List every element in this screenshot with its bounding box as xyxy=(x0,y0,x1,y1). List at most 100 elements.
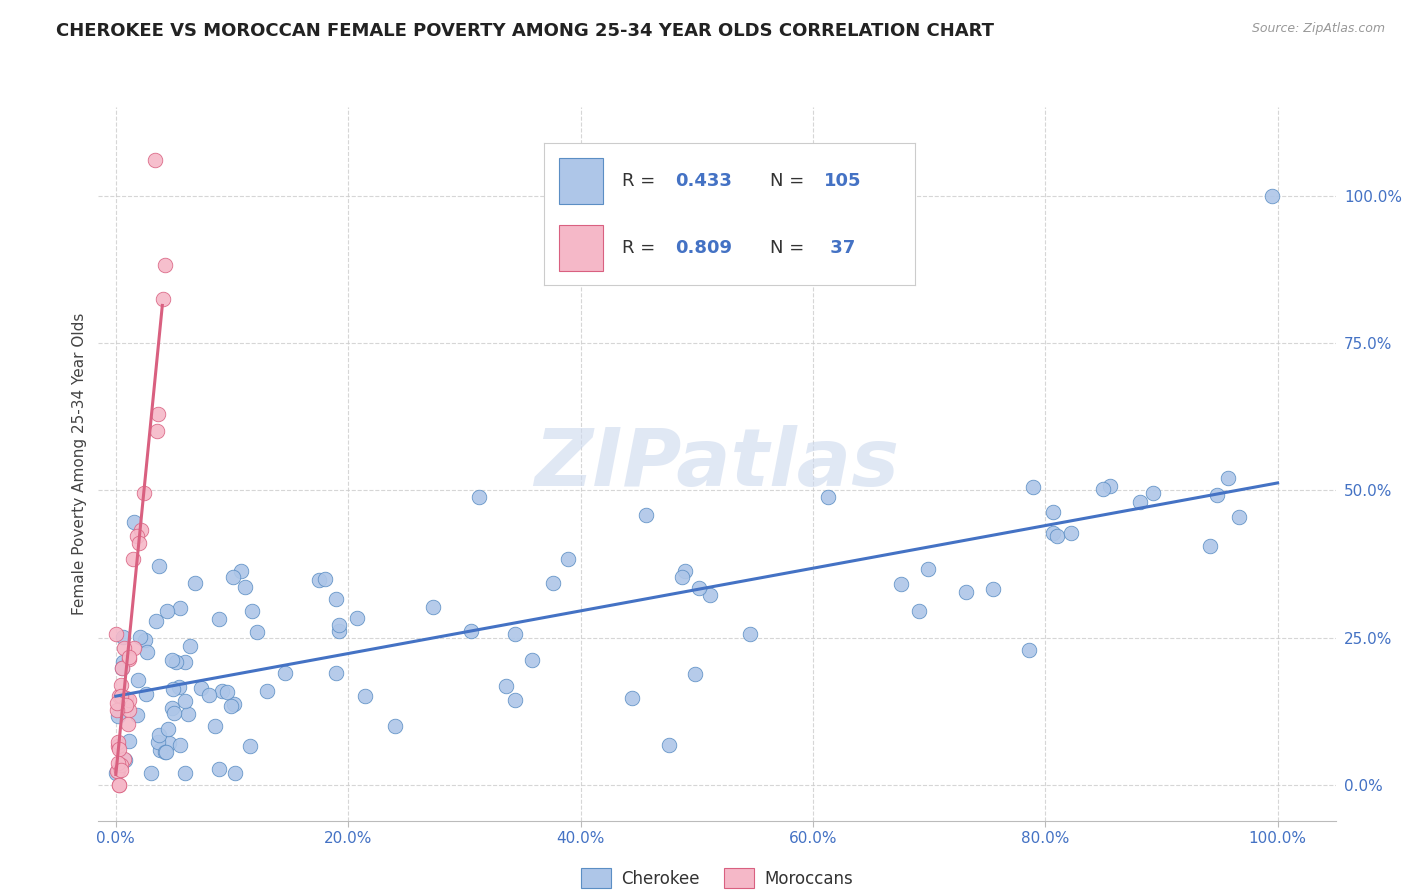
Point xyxy=(222,698,245,712)
Point xyxy=(179,639,201,653)
Point xyxy=(105,703,128,717)
Text: ZIPatlas: ZIPatlas xyxy=(534,425,900,503)
Point xyxy=(1046,529,1069,543)
Text: 0.809: 0.809 xyxy=(676,239,733,257)
Point xyxy=(127,708,149,723)
Point xyxy=(207,612,229,626)
Point xyxy=(148,559,170,574)
Point xyxy=(520,653,543,667)
Point xyxy=(118,703,141,717)
Point xyxy=(118,734,141,748)
Text: Source: ZipAtlas.com: Source: ZipAtlas.com xyxy=(1251,22,1385,36)
Point xyxy=(136,645,159,659)
Point xyxy=(1129,494,1152,508)
Point xyxy=(908,604,931,618)
Point xyxy=(169,739,191,753)
Point xyxy=(1099,479,1122,493)
Point xyxy=(148,734,170,748)
Point xyxy=(160,700,183,714)
Point xyxy=(981,582,1004,597)
Point xyxy=(422,599,444,614)
Point xyxy=(167,680,190,694)
Point xyxy=(955,585,977,599)
Point xyxy=(495,679,517,693)
Point xyxy=(211,683,233,698)
Point xyxy=(124,516,146,530)
Point xyxy=(111,661,134,675)
Point xyxy=(190,681,212,696)
Point xyxy=(177,707,200,722)
Point xyxy=(107,778,129,792)
Point xyxy=(384,719,406,733)
Point xyxy=(1199,539,1222,553)
Point xyxy=(221,570,243,584)
Point xyxy=(1042,526,1064,541)
Point xyxy=(890,577,912,591)
Point xyxy=(110,678,132,692)
Point xyxy=(328,624,350,638)
Point xyxy=(114,753,136,767)
Point xyxy=(1218,471,1240,485)
Point xyxy=(146,424,169,438)
Point xyxy=(111,655,134,669)
Point xyxy=(129,630,152,644)
Point xyxy=(148,729,170,743)
Point xyxy=(127,529,149,543)
Point xyxy=(740,627,762,641)
Point xyxy=(110,764,132,778)
Point xyxy=(115,691,138,706)
Point xyxy=(129,523,152,537)
Point xyxy=(239,739,262,753)
Point xyxy=(153,258,176,272)
Point xyxy=(274,666,297,681)
Point xyxy=(155,746,177,760)
Point xyxy=(108,742,131,756)
Point xyxy=(110,689,132,703)
Point xyxy=(683,666,706,681)
Point xyxy=(1227,510,1250,524)
Point xyxy=(208,762,231,776)
Point xyxy=(156,723,179,737)
Point xyxy=(134,632,156,647)
Point xyxy=(107,778,129,792)
Point xyxy=(699,588,721,602)
Point xyxy=(163,706,186,720)
Text: 105: 105 xyxy=(824,172,862,190)
Point xyxy=(165,655,187,669)
Point xyxy=(111,660,134,674)
Point xyxy=(503,626,526,640)
Point xyxy=(557,552,579,566)
Point xyxy=(117,717,139,731)
Point xyxy=(353,689,375,703)
Y-axis label: Female Poverty Among 25-34 Year Olds: Female Poverty Among 25-34 Year Olds xyxy=(72,313,87,615)
Text: 37: 37 xyxy=(824,239,855,257)
Point xyxy=(107,709,129,723)
Point xyxy=(204,719,226,733)
Point xyxy=(118,649,141,664)
Point xyxy=(219,698,242,713)
Point xyxy=(1018,642,1040,657)
Point xyxy=(917,562,939,576)
Point xyxy=(308,573,330,587)
Point xyxy=(117,652,139,666)
Point xyxy=(110,758,132,772)
Point xyxy=(143,153,166,168)
Text: CHEROKEE VS MOROCCAN FEMALE POVERTY AMONG 25-34 YEAR OLDS CORRELATION CHART: CHEROKEE VS MOROCCAN FEMALE POVERTY AMON… xyxy=(56,22,994,40)
Point xyxy=(118,693,141,707)
Point xyxy=(688,581,710,595)
Point xyxy=(156,604,179,618)
Point xyxy=(1060,526,1083,541)
Point xyxy=(198,688,221,702)
Point xyxy=(104,766,127,780)
Point xyxy=(107,739,129,754)
Point xyxy=(115,698,138,712)
Point xyxy=(215,684,238,698)
Point xyxy=(127,673,149,687)
Point xyxy=(325,665,347,680)
Point xyxy=(671,570,693,584)
Point xyxy=(231,564,253,578)
Text: N =: N = xyxy=(770,172,810,190)
Point xyxy=(169,600,191,615)
Point xyxy=(174,766,197,780)
Point xyxy=(112,630,135,644)
